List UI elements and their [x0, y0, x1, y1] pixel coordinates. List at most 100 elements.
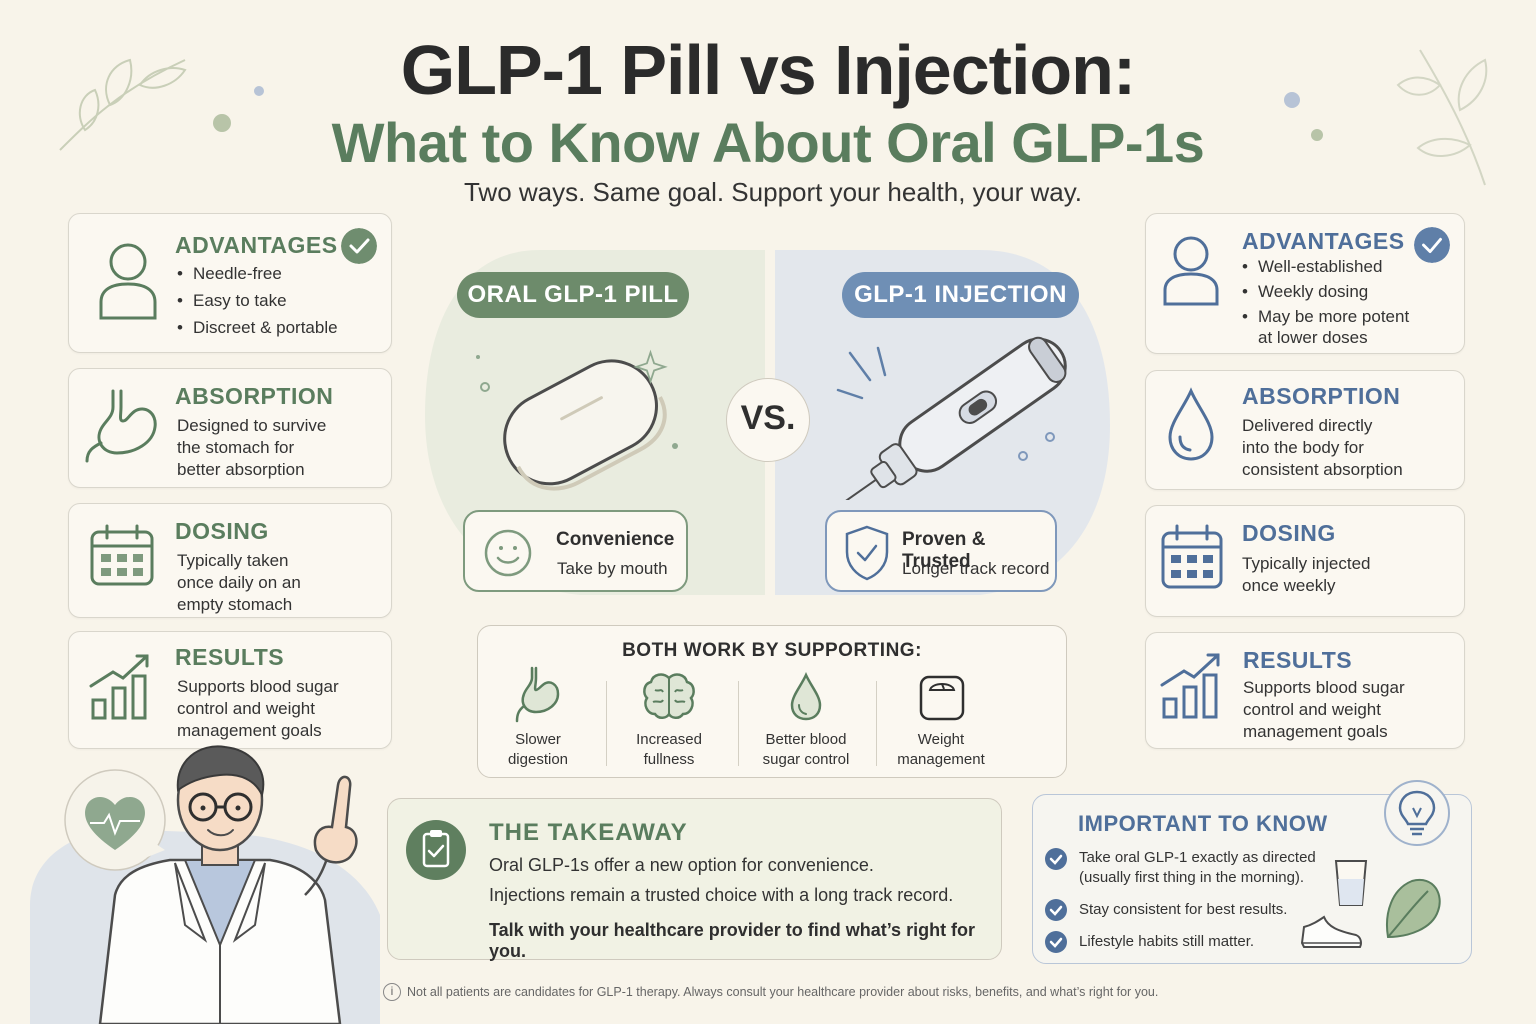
- injection-results-card: RESULTS Supports blood sugar control and…: [1145, 632, 1465, 749]
- benefit-line: fullness: [643, 751, 695, 768]
- text-line: Designed to survive: [177, 416, 327, 435]
- leafy-greens-icon: [1386, 878, 1441, 939]
- injection-absorption-card: ABSORPTION Delivered directly into the b…: [1145, 370, 1465, 490]
- leaf-decoration-left: [59, 58, 187, 151]
- benefit-line: Slower: [515, 731, 561, 748]
- text-line: control and weight: [1243, 700, 1381, 719]
- info-icon: i: [383, 983, 401, 1001]
- oral-pill-label: ORAL GLP-1 PILL: [457, 272, 689, 318]
- lightbulb-icon: [1384, 780, 1450, 846]
- bar-chart-icon: [89, 654, 149, 720]
- benefit-line: Better blood: [765, 731, 847, 748]
- convenience-feature: Convenience Take by mouth: [463, 510, 688, 592]
- text-line: management goals: [1243, 722, 1388, 741]
- person-icon: [99, 243, 157, 320]
- disclaimer-text: Not all patients are candidates for GLP-…: [407, 985, 1159, 999]
- list-item: Easy to take: [177, 287, 338, 314]
- injection-absorption-title: ABSORPTION: [1242, 383, 1401, 409]
- text-line: control and weight: [177, 699, 315, 718]
- injection-results-title: RESULTS: [1243, 647, 1353, 673]
- text-line: once daily on an: [177, 573, 301, 592]
- vs-label: VS.: [740, 399, 796, 437]
- important-line: Take oral GLP-1 exactly as directed: [1079, 849, 1316, 866]
- dot-decoration: [1311, 129, 1323, 141]
- both-title: BOTH WORK BY SUPPORTING:: [622, 640, 922, 661]
- takeaway-line: Injections remain a trusted choice with …: [489, 885, 954, 905]
- pill-advantages-title: ADVANTAGES: [175, 232, 338, 258]
- list-item: Needle-free: [177, 260, 338, 287]
- clipboard-check-icon: [406, 820, 466, 880]
- pill-dosing-card: DOSING Typically taken once daily on an …: [68, 503, 392, 618]
- list-item: Weekly dosing: [1242, 279, 1409, 304]
- takeaway-panel: THE TAKEAWAY Oral GLP-1s offer a new opt…: [387, 798, 1002, 961]
- injection-pen-icon: [836, 336, 1067, 500]
- brain-icon: [643, 673, 695, 719]
- calendar-icon: [90, 524, 154, 586]
- check-icon: [1045, 848, 1067, 870]
- proven-feature: Proven & Trusted Longer track record: [825, 510, 1057, 592]
- check-icon: [1045, 931, 1067, 953]
- text-line: empty stomach: [177, 595, 293, 614]
- scale-icon: [919, 675, 965, 721]
- takeaway-line: Oral GLP-1s offer a new option for conve…: [489, 855, 874, 875]
- text-line: into the body for: [1242, 438, 1364, 457]
- proven-title: Proven & Trusted: [902, 529, 986, 572]
- benefit-line: sugar control: [762, 751, 850, 768]
- divider: [606, 681, 607, 766]
- important-line: Lifestyle habits still matter.: [1079, 933, 1255, 950]
- injection-advantages-title: ADVANTAGES: [1242, 228, 1405, 254]
- smiley-icon: [484, 529, 532, 577]
- check-icon: [1045, 899, 1067, 921]
- text-line: Typically taken: [177, 551, 289, 570]
- benefit-line: Increased: [636, 731, 702, 748]
- list-item: Discreet & portable: [177, 314, 338, 341]
- injection-dosing-card: DOSING Typically injected once weekly: [1145, 505, 1465, 617]
- text-line: the stomach for: [177, 438, 295, 457]
- check-icon: [1414, 227, 1450, 263]
- shield-check-icon: [845, 525, 889, 581]
- takeaway-line-emphasis: Talk with your healthcare provider to fi…: [489, 920, 976, 961]
- drop-icon: [790, 672, 822, 721]
- pill-absorption-title: ABSORPTION: [175, 383, 334, 409]
- person-icon: [1163, 236, 1219, 306]
- text-line: once weekly: [1242, 576, 1336, 595]
- pill-icon: [476, 349, 678, 491]
- benefit-line: Weight: [917, 731, 965, 748]
- important-line: (usually first thing in the morning).: [1079, 869, 1305, 886]
- page-subtitle: What to Know About Oral GLP-1s: [331, 111, 1205, 174]
- pill-absorption-card: ABSORPTION Designed to survive the stoma…: [68, 368, 392, 488]
- calendar-icon: [1161, 524, 1223, 589]
- pill-results-title: RESULTS: [175, 644, 285, 670]
- page-tagline: Two ways. Same goal. Support your health…: [463, 177, 1083, 207]
- pill-dosing-title: DOSING: [175, 518, 269, 544]
- dot-decoration: [1284, 92, 1300, 108]
- benefit-line: digestion: [507, 751, 569, 768]
- dot-decoration: [213, 114, 231, 132]
- pill-results-card: RESULTS Supports blood sugar control and…: [68, 631, 392, 749]
- text-line: Typically injected: [1242, 554, 1371, 573]
- benefit-line: management: [897, 751, 985, 768]
- both-supporting-panel: BOTH WORK BY SUPPORTING: Slower digestio…: [477, 625, 1067, 778]
- page-title: GLP-1 Pill vs Injection:: [400, 31, 1136, 109]
- proven-sub: Longer track record: [902, 559, 1050, 578]
- takeaway-title: THE TAKEAWAY: [489, 819, 688, 846]
- sneaker-icon: [1300, 915, 1362, 948]
- injection-label: GLP-1 INJECTION: [842, 272, 1079, 318]
- doctor-illustration: [30, 745, 380, 1024]
- important-line: Stay consistent for best results.: [1079, 901, 1288, 918]
- text-line: Delivered directly: [1242, 416, 1373, 435]
- vs-badge: [726, 378, 810, 462]
- text-line: consistent absorption: [1242, 460, 1403, 479]
- disclaimer: i Not all patients are candidates for GLP…: [383, 983, 1158, 1001]
- stomach-icon: [85, 389, 157, 463]
- pill-advantages-card: ADVANTAGES Needle-free Easy to take Disc…: [68, 213, 392, 353]
- injection-advantages-card: ADVANTAGES Well-established Weekly dosin…: [1145, 213, 1465, 354]
- text-line: at lower doses: [1258, 328, 1368, 347]
- convenience-sub: Take by mouth: [557, 559, 668, 578]
- check-icon: [341, 228, 377, 264]
- water-glass-icon: [1334, 860, 1368, 906]
- injection-dosing-title: DOSING: [1242, 520, 1336, 546]
- list-item: Well-established: [1242, 254, 1409, 279]
- text-line: Supports blood sugar: [1243, 678, 1405, 697]
- divider: [738, 681, 739, 766]
